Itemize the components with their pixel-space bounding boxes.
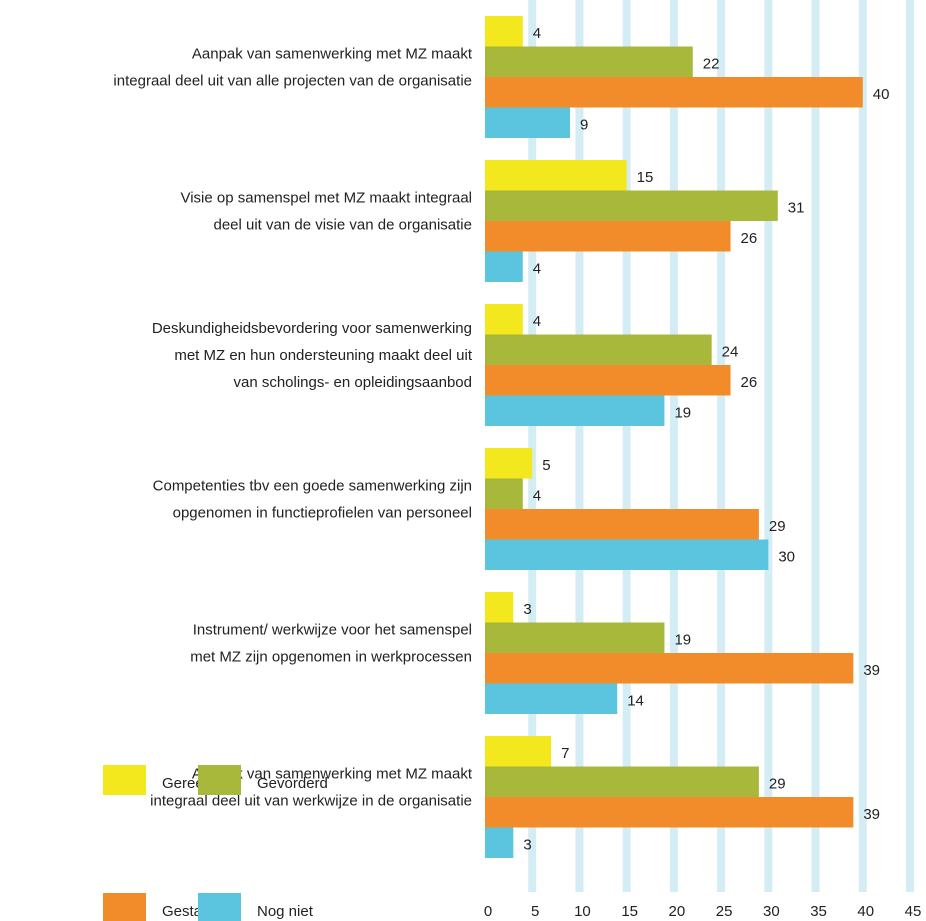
bar [485,797,854,828]
value-label: 30 [778,549,795,566]
bar [485,221,731,252]
category-label: integraal deel uit van alle projecten va… [113,72,472,89]
x-tick-label: 0 [484,903,492,920]
legend-label: Gevorderd [257,775,328,792]
x-tick-label: 35 [810,903,827,920]
bar [485,509,759,540]
grid-line [717,0,726,892]
value-label: 7 [561,745,569,762]
value-label: 14 [627,693,644,710]
x-tick-label: 10 [574,903,591,920]
category-label: integraal deel uit van werkwijze in de o… [150,792,472,809]
value-label: 29 [769,518,786,535]
value-label: 19 [674,632,691,649]
value-label: 4 [533,25,541,42]
value-label: 4 [533,261,541,278]
x-tick-label: 30 [763,903,780,920]
bar [485,827,514,858]
x-tick-label: 5 [531,903,539,920]
legend-swatch [198,893,241,921]
category-label: met MZ zijn opgenomen in werkprocessen [190,648,472,665]
x-tick-label: 20 [669,903,686,920]
value-label: 3 [523,837,531,854]
value-label: 19 [674,405,691,422]
value-label: 24 [722,344,739,361]
category-label: deel uit van de visie van de organisatie [213,216,472,233]
category-label: Deskundigheidsbevordering voor samenwerk… [152,320,472,337]
value-label: 5 [542,457,550,474]
grid-line [575,0,584,892]
category-label: Aanpak van samenwerking met MZ maakt [192,45,473,62]
bar [485,766,759,797]
value-label: 9 [580,117,588,134]
category-label: Aanpak van samenwerking met MZ maakt [192,765,473,782]
value-label: 26 [741,230,758,247]
grid-line [528,0,537,892]
grid-line [906,0,914,892]
grid-line [669,0,678,892]
bar [485,539,769,570]
category-label: Visie op samenspel met MZ maakt integraa… [180,189,472,206]
legend-label: Nog niet [257,903,314,920]
category-label: van scholings- en opleidingsaanbod [233,374,472,391]
value-label: 4 [533,313,541,330]
legend-swatch [198,765,241,795]
legend-swatch [103,765,146,795]
category-label: opgenomen in functieprofielen van person… [173,504,472,521]
value-label: 26 [741,374,758,391]
bar [485,622,665,653]
value-label: 39 [863,806,880,823]
value-label: 31 [788,200,805,217]
x-tick-label: 45 [905,903,922,920]
value-label: 3 [523,601,531,618]
value-label: 15 [637,169,654,186]
value-label: 4 [533,488,541,505]
bar [485,395,665,426]
grid-line [622,0,631,892]
grid-line [764,0,773,892]
x-tick-label: 15 [621,903,638,920]
bar [485,334,712,365]
bar [485,304,523,335]
category-label: Competenties tbv een goede samenwerking … [153,477,472,494]
bar [485,16,523,47]
bar [485,478,523,509]
bar [485,736,552,767]
legend-swatch [103,893,146,921]
bar [485,592,514,623]
bar [485,251,523,282]
bar [485,160,627,191]
bar [485,107,570,138]
bar [485,683,618,714]
bar [485,46,693,77]
grid-line [858,0,867,892]
grid-line [811,0,820,892]
bar [485,190,778,221]
category-label: met MZ en hun ondersteuning maakt deel u… [174,347,473,364]
x-tick-label: 40 [857,903,874,920]
value-label: 22 [703,56,720,73]
value-label: 39 [863,662,880,679]
value-label: 29 [769,776,786,793]
bar [485,653,854,684]
x-tick-label: 25 [716,903,733,920]
bar [485,77,863,108]
value-label: 40 [873,86,890,103]
bar [485,365,731,396]
category-label: Instrument/ werkwijze voor het samenspel [193,621,472,638]
bar [485,448,533,479]
